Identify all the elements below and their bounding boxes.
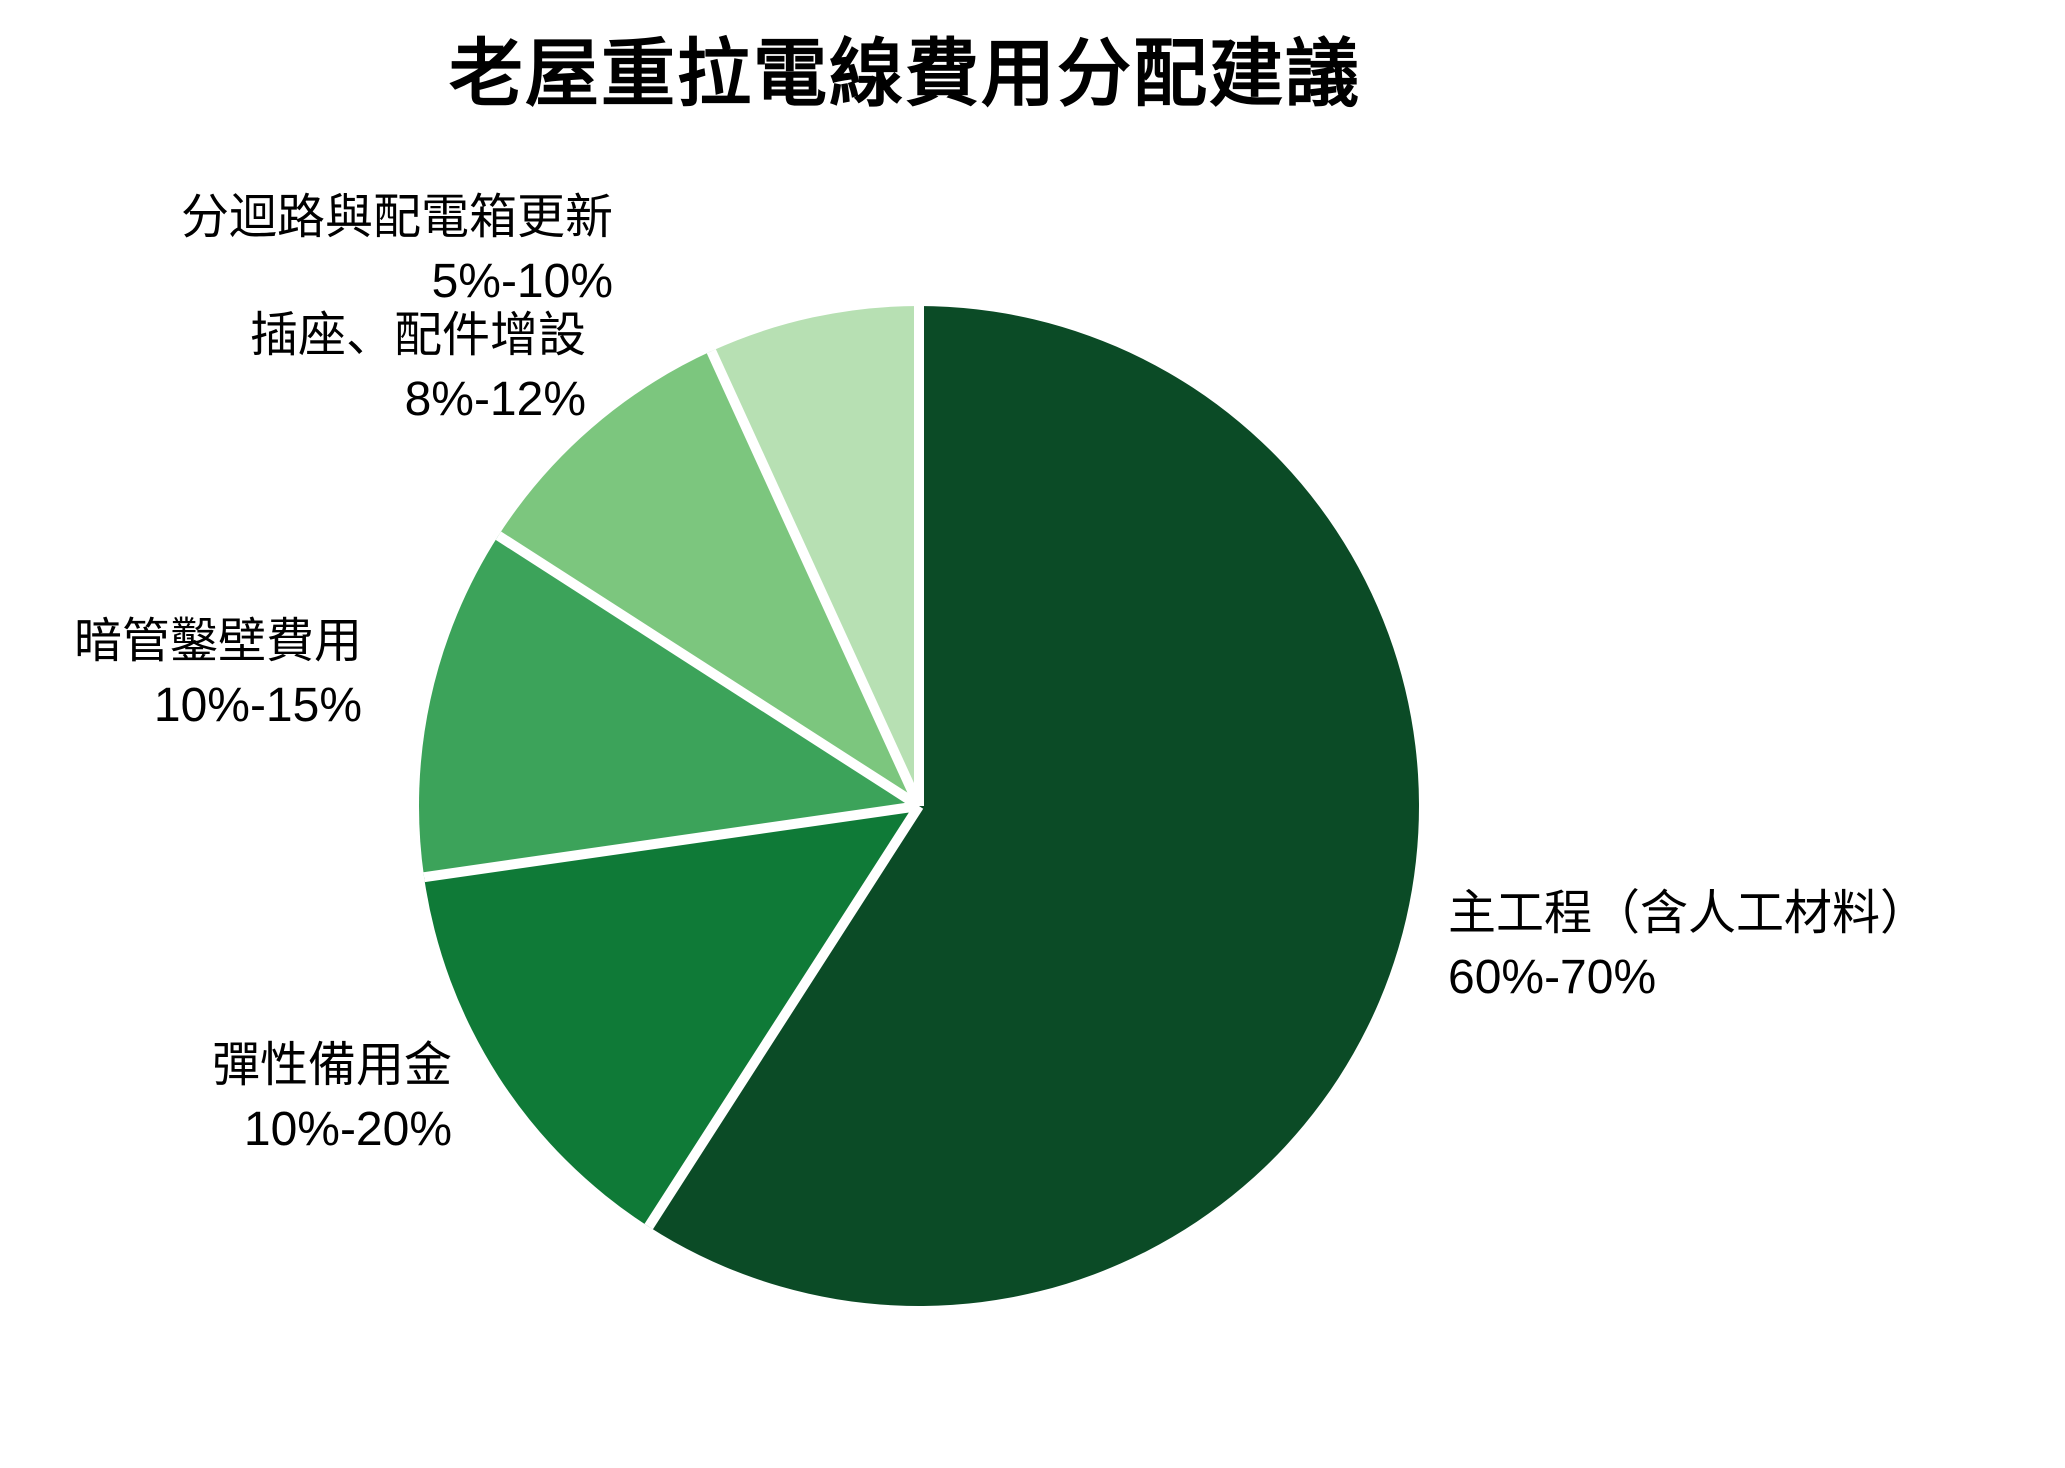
slice-divider [644,803,924,1230]
pie-label-range: 8%-12% [404,373,586,426]
pie-label-text: 插座、配件增設 [249,309,586,362]
chart-title: 老屋重拉電線費用分配建議 [449,32,1361,115]
pie-label-range: 5%-10% [431,255,613,308]
pie-label-wall-chiseling: 暗管鑿壁費用 10%-15% [74,610,362,738]
pie-label-contingency-fund: 彈性備用金 10%-20% [212,1034,452,1162]
pie-label-text: 暗管鑿壁費用 [73,615,362,668]
pie-label-range: 60%-70% [1448,951,1657,1004]
pie-label-range: 10%-20% [243,1103,452,1156]
pie-label-text: 主工程（含人工材料） [1448,887,1929,940]
pie-label-outlets-accessories: 插座、配件增設 8%-12% [250,304,586,432]
pie-slice-2 [419,535,919,878]
pie-label-circuits-panel-update: 分迴路與配電箱更新 5%-10% [181,186,613,314]
pie-slice-0 [648,306,1419,1306]
slice-divider [495,531,922,811]
pie-slice-1 [424,806,919,1227]
pie-label-range: 10%-15% [153,679,362,732]
slice-divider [706,349,924,809]
pie-label-main-project: 主工程（含人工材料） 60%-70% [1448,882,1928,1010]
pie-slice-3 [498,351,919,806]
pie-label-text: 彈性備用金 [211,1039,452,1092]
slice-divider [423,801,920,883]
pie-label-text: 分迴路與配電箱更新 [180,191,613,244]
